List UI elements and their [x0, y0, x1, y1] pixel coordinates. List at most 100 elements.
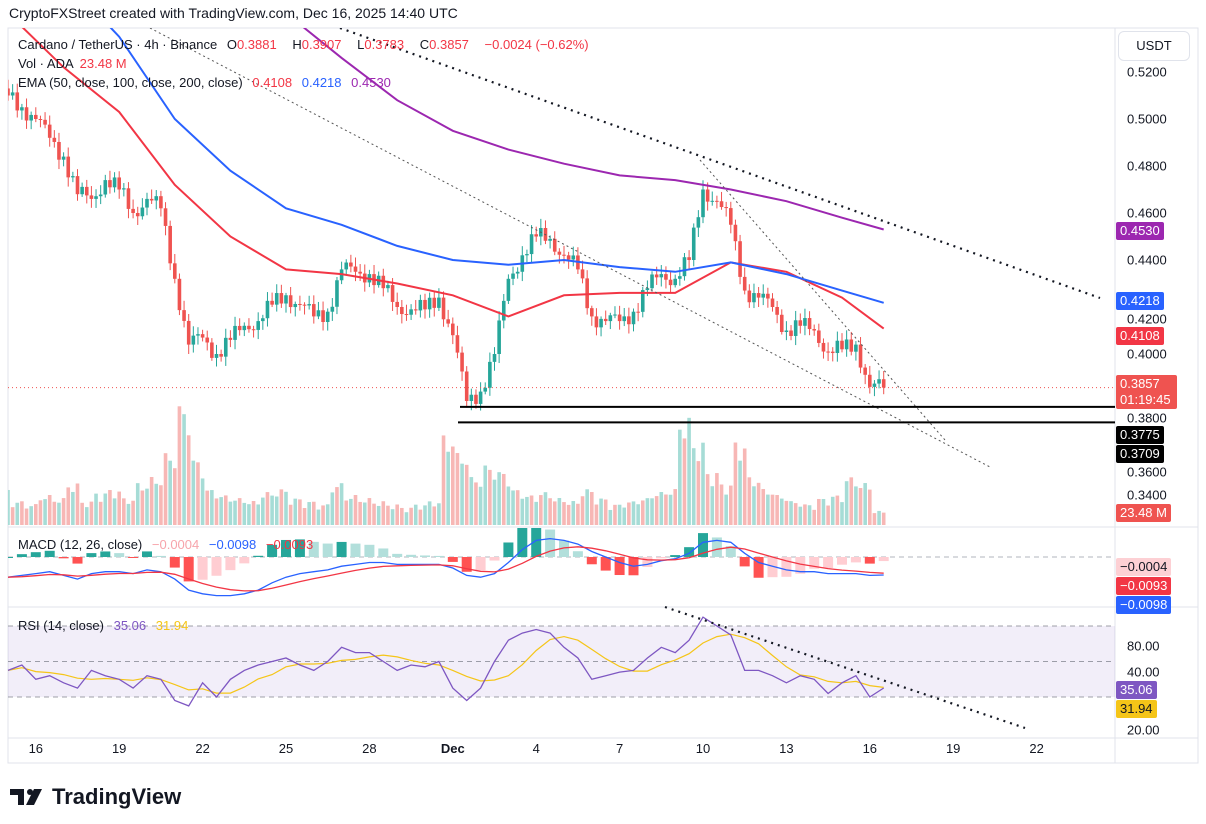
candle-body: [214, 354, 219, 358]
candle-body: [196, 334, 200, 336]
macd-histogram-bar: [322, 543, 333, 557]
countdown: 01:19:45: [1120, 392, 1171, 407]
candle-body: [75, 176, 80, 195]
candle-body: [622, 316, 627, 322]
macd-signal-value: −0.0093: [265, 537, 314, 552]
volume-bar: [154, 483, 159, 525]
candle-body: [854, 344, 858, 352]
volume-bar: [279, 489, 284, 525]
macd-legend[interactable]: MACD (12, 26, close) −0.0004 −0.0098 −0.…: [18, 537, 319, 552]
candle-body: [585, 278, 589, 309]
volume-bar: [446, 451, 450, 525]
macd-histogram-bar: [545, 529, 556, 557]
macd-histogram-bar: [114, 553, 125, 557]
volume-bar: [784, 500, 789, 525]
close-value: 0.3857: [429, 37, 469, 52]
volume-legend[interactable]: Vol · ADA 23.48 M: [18, 56, 133, 71]
candle-body: [10, 92, 15, 96]
ema100-value: 0.4218: [301, 75, 342, 90]
volume-value: 23.48 M: [79, 56, 127, 71]
macd-histogram-bar: [72, 557, 83, 564]
volume-bar: [427, 501, 432, 525]
candle-body: [270, 300, 274, 305]
volume-bar: [108, 490, 112, 525]
volume-bar: [228, 501, 233, 525]
symbol-legend[interactable]: Cardano / TetherUS · 4h · Binance O0.388…: [18, 37, 595, 52]
rsi-legend[interactable]: RSI (14, close) 35.06 31.94: [18, 618, 194, 633]
candle-body: [715, 200, 719, 202]
rsi-label: RSI (14, close): [18, 618, 104, 633]
candle-body: [413, 309, 418, 311]
candle-body: [117, 177, 121, 190]
candle-body: [173, 263, 177, 279]
candle-body: [779, 314, 784, 332]
price-tick-label: 0.3800: [1127, 410, 1167, 425]
macd-signal-line: [8, 546, 884, 592]
candle-body: [821, 342, 826, 352]
candle-body: [265, 300, 270, 319]
macd-histogram-bar: [225, 557, 236, 571]
candle-body: [590, 308, 594, 317]
macd-histogram-bar: [475, 557, 486, 571]
chart-frame: [7, 27, 1199, 764]
tradingview-logo[interactable]: TradingView: [10, 784, 181, 810]
ema-legend[interactable]: EMA (50, close, 100, close, 200, close) …: [18, 75, 397, 90]
currency-button[interactable]: USDT: [1118, 31, 1190, 61]
candle-body: [242, 325, 247, 331]
candle-body: [460, 352, 464, 372]
volume-bar: [488, 469, 492, 525]
candle-body: [682, 257, 687, 277]
level2-tag: 0.3709: [1116, 445, 1164, 463]
candle-body: [140, 207, 145, 217]
ema-label: EMA (50, close, 100, close, 200, close): [18, 75, 243, 90]
volume-bar: [418, 509, 423, 525]
volume-bar: [437, 503, 441, 525]
volume-bar: [61, 498, 66, 525]
volume-bar: [511, 490, 515, 525]
close-label: C: [419, 37, 430, 52]
candle-body: [47, 124, 52, 138]
volume-bar: [710, 486, 715, 525]
volume-bar: [835, 495, 840, 525]
volume-bar: [858, 488, 863, 525]
volume-bar: [200, 478, 205, 525]
volume-bar: [793, 503, 798, 525]
candle-body: [830, 351, 835, 354]
volume-bar: [872, 513, 877, 525]
volume-bar: [196, 462, 200, 525]
volume-bar: [562, 502, 566, 525]
candle-body: [61, 156, 66, 160]
candle-body: [29, 114, 33, 121]
volume-bar: [830, 496, 835, 525]
macd-histogram-bar: [239, 557, 250, 564]
volume-bar: [247, 504, 251, 525]
symbol-name[interactable]: Cardano / TetherUS · 4h · Binance: [18, 37, 218, 52]
price-tag-value: 0.3857: [1120, 376, 1160, 391]
macd-histogram-bar: [86, 553, 97, 557]
candle-body: [126, 188, 131, 209]
volume-bar: [339, 483, 344, 525]
candle-body: [307, 304, 311, 306]
candle-body: [492, 354, 497, 362]
macd-histogram-bar: [294, 539, 305, 557]
candle-body: [733, 224, 738, 242]
volume-bar: [233, 500, 237, 525]
volume-bar: [8, 489, 10, 525]
volume-bar: [409, 507, 413, 525]
main-pane: [8, 28, 1115, 525]
rsi-ma-line: [7, 633, 884, 694]
macd-histogram-bar: [531, 528, 542, 557]
volume-bar: [270, 495, 274, 525]
candle-body: [738, 241, 742, 277]
rsi-trendline: [664, 605, 1026, 730]
volume-bar: [219, 497, 223, 525]
volume-bar: [599, 498, 603, 525]
low-value: 0.3783: [364, 37, 405, 52]
macd-histogram-bar: [572, 551, 583, 557]
candle-body: [868, 374, 872, 387]
candle-body: [279, 293, 284, 304]
volume-bar: [210, 490, 214, 525]
macd-histogram-bar: [211, 557, 222, 576]
candle-body: [835, 340, 840, 354]
